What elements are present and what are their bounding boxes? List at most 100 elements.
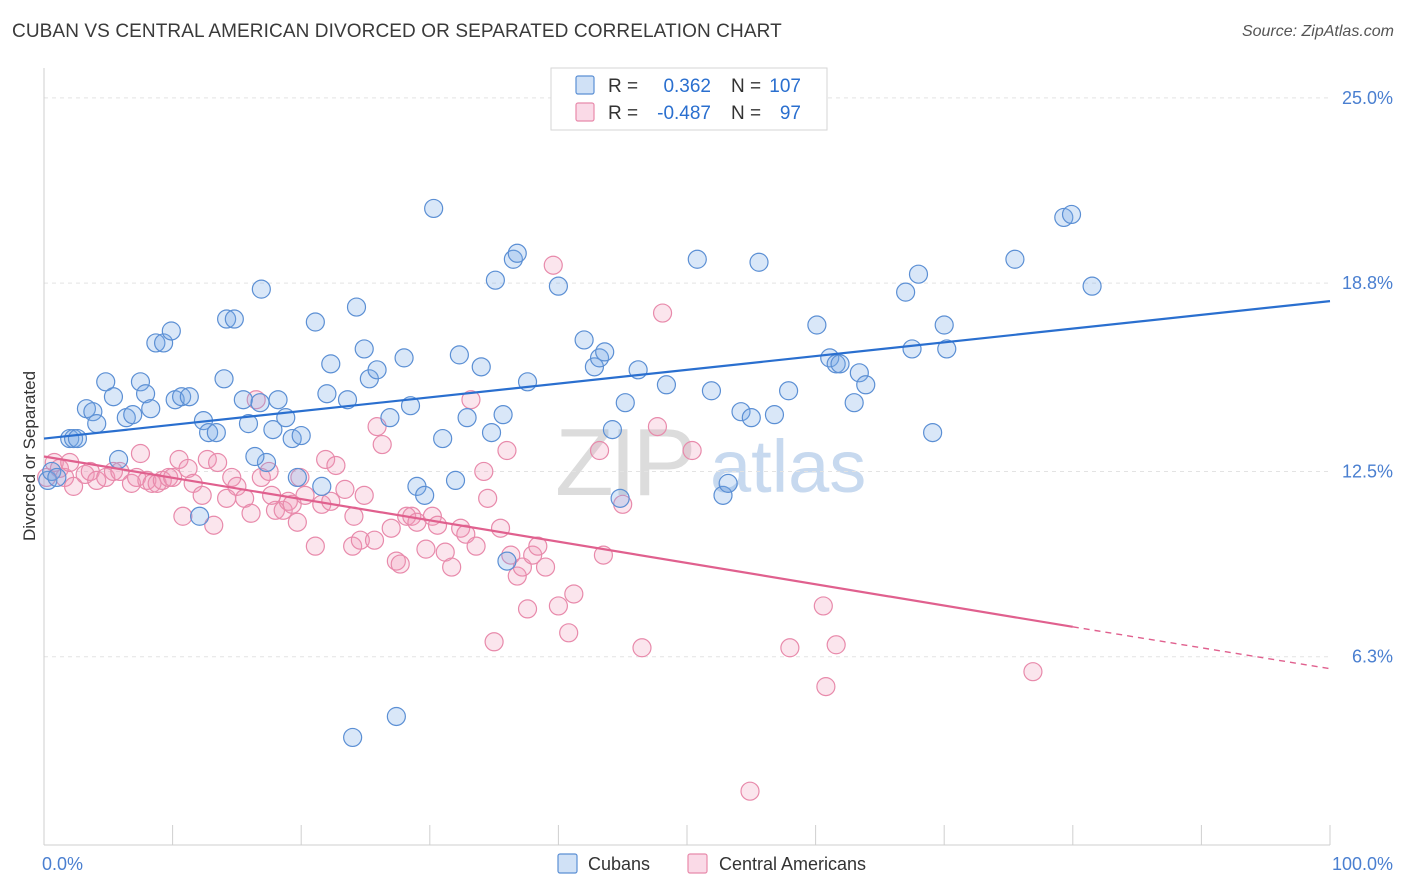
cubans-point-12 xyxy=(123,405,143,425)
cubans-point-55 xyxy=(424,198,444,219)
central-americans-point-6 xyxy=(75,464,95,485)
cubans-point-102 xyxy=(1061,204,1082,225)
central-americans-point-55 xyxy=(364,530,385,550)
cubans-point-21 xyxy=(179,387,199,407)
central-americans-point-64 xyxy=(416,539,436,559)
central-americans-point-93 xyxy=(652,303,673,323)
central-americans-point-33 xyxy=(241,503,261,523)
central-americans-point-9 xyxy=(96,467,116,488)
legend-r-value-2: -0.487 xyxy=(657,103,711,124)
central-americans-point-87 xyxy=(559,623,579,643)
central-americans-point-81 xyxy=(517,599,538,619)
central-americans-point-27 xyxy=(204,515,224,535)
central-americans-point-58 xyxy=(381,518,401,538)
cubans-point-49 xyxy=(380,408,400,428)
cubans-point-63 xyxy=(493,405,513,425)
cubans-point-58 xyxy=(449,345,469,365)
central-americans-point-100 xyxy=(1023,662,1043,682)
legend-n-value-2: 97 xyxy=(780,103,801,124)
central-americans-point-96 xyxy=(780,638,800,658)
cubans-point-31 xyxy=(250,393,270,413)
cubans-point-32 xyxy=(251,279,271,299)
central-americans-point-89 xyxy=(589,440,610,461)
central-americans-point-12 xyxy=(121,473,142,493)
central-americans-point-75 xyxy=(484,632,504,652)
cubans-point-71 xyxy=(589,348,610,368)
cubans-point-18 xyxy=(161,321,181,341)
central-americans-point-28 xyxy=(208,452,228,473)
cubans-point-43 xyxy=(321,354,341,374)
series-legend: Cubans Central Americans xyxy=(557,853,866,874)
cubans-point-96 xyxy=(908,264,929,284)
central-americans-point-49 xyxy=(326,455,346,476)
cubans-point-10 xyxy=(108,449,129,470)
watermark-atlas: atlas xyxy=(710,425,866,508)
cubans-point-78 xyxy=(687,249,707,269)
legend-n-label-2: N = xyxy=(731,103,761,124)
cubans-point-39 xyxy=(291,425,311,446)
cubans-point-35 xyxy=(268,390,288,410)
cubans-point-7 xyxy=(87,414,107,434)
central-americans-point-57 xyxy=(372,434,392,455)
central-americans-point-72 xyxy=(466,536,486,556)
central-americans-point-30 xyxy=(222,467,242,488)
cubans-point-82 xyxy=(731,402,751,422)
central-americans-point-99 xyxy=(816,677,836,697)
cubans-point-56 xyxy=(433,428,453,449)
cubans-point-15 xyxy=(141,399,161,419)
central-americans-trend-extension xyxy=(1072,626,1331,670)
y-tick-labels: 6.3% 12.5% 18.8% 25.0% xyxy=(1342,88,1393,667)
central-americans-points xyxy=(36,255,1043,801)
central-americans-point-68 xyxy=(442,557,462,577)
central-americans-point-86 xyxy=(548,596,569,616)
cubans-point-80 xyxy=(713,485,733,505)
cubans-point-48 xyxy=(367,360,387,380)
cubans-point-6 xyxy=(83,402,103,422)
grid xyxy=(44,97,1330,658)
cubans-point-106 xyxy=(245,446,265,467)
central-americans-point-53 xyxy=(350,530,370,550)
central-americans-point-42 xyxy=(287,512,307,532)
watermark-zip: ZIP xyxy=(555,409,692,516)
cubans-point-103 xyxy=(1082,276,1102,296)
cubans-point-90 xyxy=(830,354,850,374)
cubans-point-54 xyxy=(415,485,435,505)
cubans-point-28 xyxy=(224,309,244,329)
cubans-point-72 xyxy=(595,342,615,362)
central-americans-point-92 xyxy=(632,638,652,658)
legend-swatch-central-americans xyxy=(575,102,595,122)
cubans-point-92 xyxy=(849,363,869,383)
chart-title: CUBAN VS CENTRAL AMERICAN DIVORCED OR SE… xyxy=(12,21,782,42)
cubans-point-51 xyxy=(394,348,414,368)
y-tick-label-3: 25.0% xyxy=(1342,88,1393,108)
cubans-point-14 xyxy=(135,384,156,404)
central-americans-point-71 xyxy=(461,390,481,410)
bottom-legend-central-americans: Central Americans xyxy=(719,854,866,874)
y-tick-label-1: 12.5% xyxy=(1342,461,1393,481)
cubans-point-46 xyxy=(354,339,374,359)
cubans-point-20 xyxy=(172,387,192,407)
cubans-point-83 xyxy=(741,408,761,428)
cubans-point-25 xyxy=(206,422,226,443)
central-americans-point-14 xyxy=(130,443,151,464)
central-americans-point-98 xyxy=(826,635,846,655)
cubans-point-61 xyxy=(481,422,502,443)
central-americans-point-76 xyxy=(490,518,511,538)
cubans-point-57 xyxy=(445,470,466,491)
cubans-point-93 xyxy=(856,375,876,395)
x-ticks xyxy=(43,825,1331,845)
cubans-point-86 xyxy=(778,381,799,401)
cubans-point-74 xyxy=(610,488,630,508)
legend-r-value-1: 0.362 xyxy=(663,76,711,97)
bottom-swatch-central-americans xyxy=(687,853,708,874)
central-americans-point-25 xyxy=(192,485,212,505)
legend-swatch-cubans xyxy=(575,75,595,95)
legend-r-label-2: R = xyxy=(608,103,638,124)
legend-n-value-1: 107 xyxy=(769,76,801,97)
cubans-point-22 xyxy=(190,506,210,526)
cubans-point-2 xyxy=(47,467,67,488)
cubans-point-68 xyxy=(548,276,569,296)
cubans-point-38 xyxy=(287,467,307,488)
cubans-point-101 xyxy=(1054,207,1074,228)
central-americans-point-97 xyxy=(813,596,833,616)
